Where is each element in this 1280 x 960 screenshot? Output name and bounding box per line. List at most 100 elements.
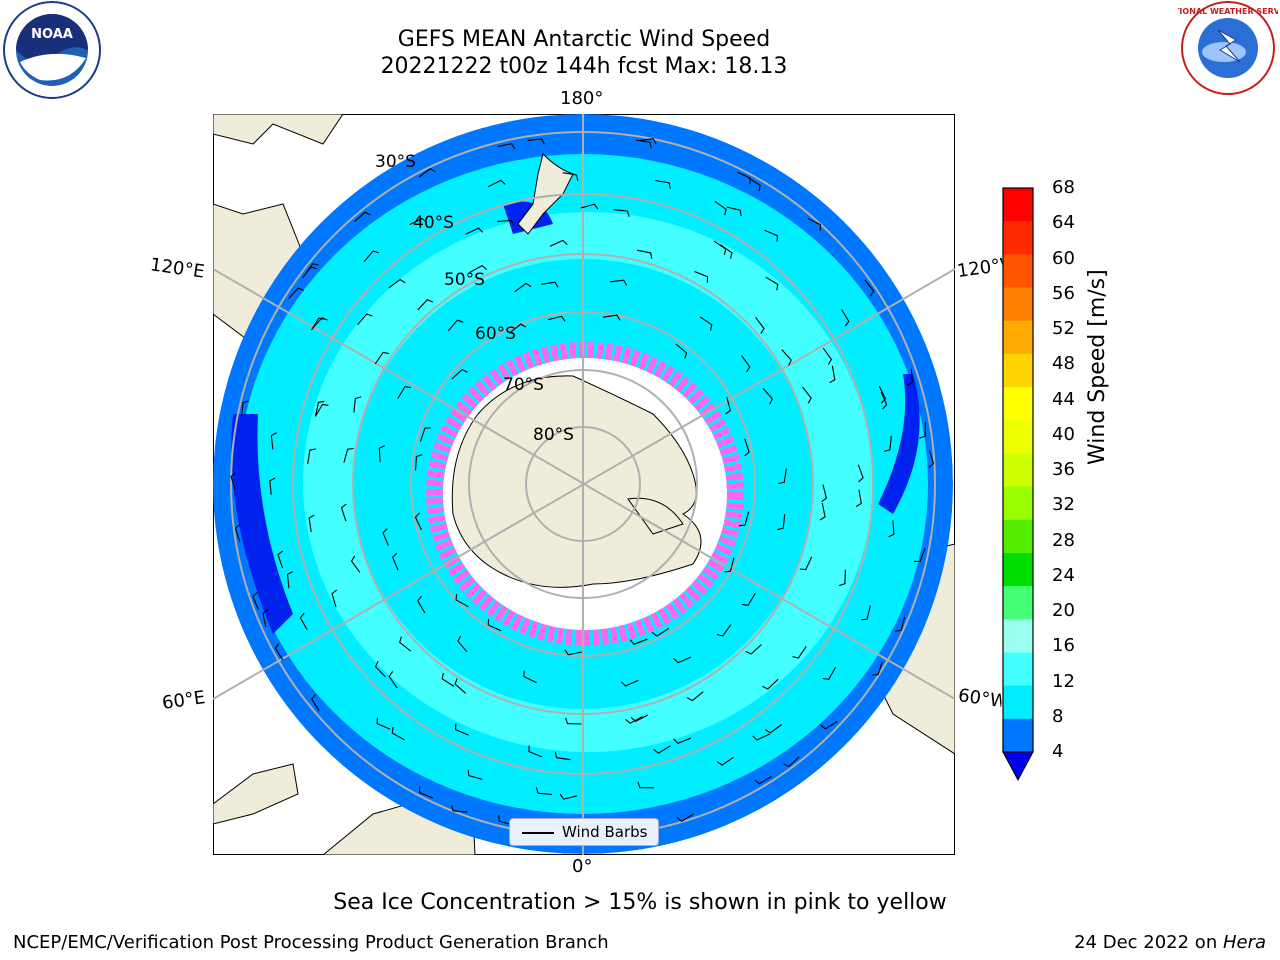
wind-barb (270, 432, 277, 450)
wind-barb (714, 200, 727, 216)
wind-barb (363, 250, 379, 263)
wind-barb (783, 756, 800, 768)
wind-barb (559, 793, 578, 800)
lat-label-70s: 70°S (503, 375, 544, 395)
wind-barb (378, 445, 385, 463)
wind-barb (821, 484, 828, 503)
wind-barb (376, 717, 391, 730)
wind-barb (620, 679, 639, 687)
lat-label-50s: 50°S (444, 270, 485, 290)
lat-label-60s: 60°S (475, 324, 516, 344)
wind-barb (744, 438, 750, 457)
colorbar-tick-label: 60 (1052, 247, 1075, 269)
wind-barb (488, 179, 506, 188)
wind-barb (639, 138, 657, 145)
wind-barb (651, 627, 670, 637)
wind-barb (857, 464, 864, 483)
wind-barb (716, 624, 732, 637)
wind-barb (564, 649, 583, 656)
wind-barb (686, 691, 704, 702)
footer-date: 24 Dec 2022 on Hera (1074, 932, 1266, 953)
wind-barb (675, 343, 688, 359)
wind-barb (841, 309, 850, 327)
wind-barb (311, 693, 320, 712)
wind-barb (527, 138, 545, 145)
colorbar-segment (1003, 486, 1033, 521)
lat-label-30s: 30°S (375, 152, 416, 172)
wind-barb (855, 489, 862, 507)
wind-barb (382, 528, 390, 546)
wind-barbs (230, 138, 935, 832)
colorbar-tick-label: 4 (1052, 741, 1064, 762)
wind-barb (807, 218, 822, 231)
wind-barb (262, 609, 269, 627)
wind-barb (397, 385, 411, 399)
wind-barb (914, 548, 926, 562)
colorbar-segment (1003, 453, 1033, 488)
colorbar-segment (1003, 254, 1033, 289)
wind-barb (314, 400, 325, 417)
wind-barb (822, 666, 837, 681)
wind-barb (580, 203, 599, 210)
wind-barb (802, 386, 812, 404)
wind-barb (234, 523, 241, 542)
colorbar-tick-label: 40 (1052, 423, 1075, 445)
sea-ice-note: Sea Ice Concentration > 15% is shown in … (333, 890, 947, 915)
wind-barb (724, 557, 735, 573)
wind-barb (374, 660, 386, 678)
wind-barb (713, 240, 727, 256)
wind-barb (304, 263, 319, 276)
wind-barb (673, 656, 692, 664)
graticule (213, 114, 955, 855)
wind-barb (777, 514, 786, 531)
wind-barb (418, 168, 436, 178)
wind-barb (655, 179, 671, 189)
wind-barb (241, 400, 249, 417)
wind-barb (778, 468, 787, 485)
wind-barb (716, 756, 734, 766)
footer-date-text: 24 Dec 2022 on (1074, 932, 1223, 953)
colorbar-segment (1003, 188, 1033, 222)
wind-barb (762, 388, 774, 405)
wind-barb (720, 244, 733, 259)
colorbar-segment (1003, 619, 1033, 653)
colorbar-label: Wind Speed [m/s] (1085, 269, 1110, 465)
wind-barb (625, 716, 643, 724)
colorbar-tick-label: 68 (1052, 177, 1075, 198)
wind-barb (822, 347, 833, 365)
wind-barb (497, 219, 515, 227)
wind-barb (447, 319, 464, 332)
wind-barb (602, 314, 621, 321)
wind-barb (388, 278, 406, 289)
wind-barb (919, 422, 927, 439)
wind-barb (883, 435, 892, 452)
wind-barb (399, 636, 412, 652)
wind-barb (564, 717, 582, 725)
wind-barb (829, 365, 836, 384)
colorbar-tick-label: 28 (1052, 529, 1075, 551)
colorbar-segment (1003, 685, 1033, 720)
wind-barb (609, 279, 628, 286)
wind-barb (414, 512, 422, 531)
colorbar-segment (1003, 519, 1033, 554)
wind-barb (726, 206, 742, 217)
wind-barb (457, 635, 468, 653)
wind-barb (350, 555, 361, 573)
wind-barb (451, 368, 468, 380)
wind-barb (878, 386, 887, 404)
legend-line-swatch (522, 832, 554, 834)
lon-label-60e: 60°E (160, 687, 207, 714)
wind-barb (409, 217, 427, 226)
wind-barb (252, 592, 259, 610)
wind-barb (562, 172, 579, 182)
colorbar-segment (1003, 652, 1033, 687)
wind-barb (514, 282, 532, 293)
footer-credit: NCEP/EMC/Verification Post Processing Pr… (13, 932, 609, 953)
wind-barb (819, 502, 826, 521)
wind-barb (861, 605, 871, 621)
nws-logo-text: NATIONAL WEATHER SERVICE (1178, 7, 1278, 16)
wind-barb (725, 396, 732, 415)
wind-barb (450, 804, 468, 813)
wind-barb (781, 349, 792, 366)
colorbar-segment (1003, 221, 1033, 255)
